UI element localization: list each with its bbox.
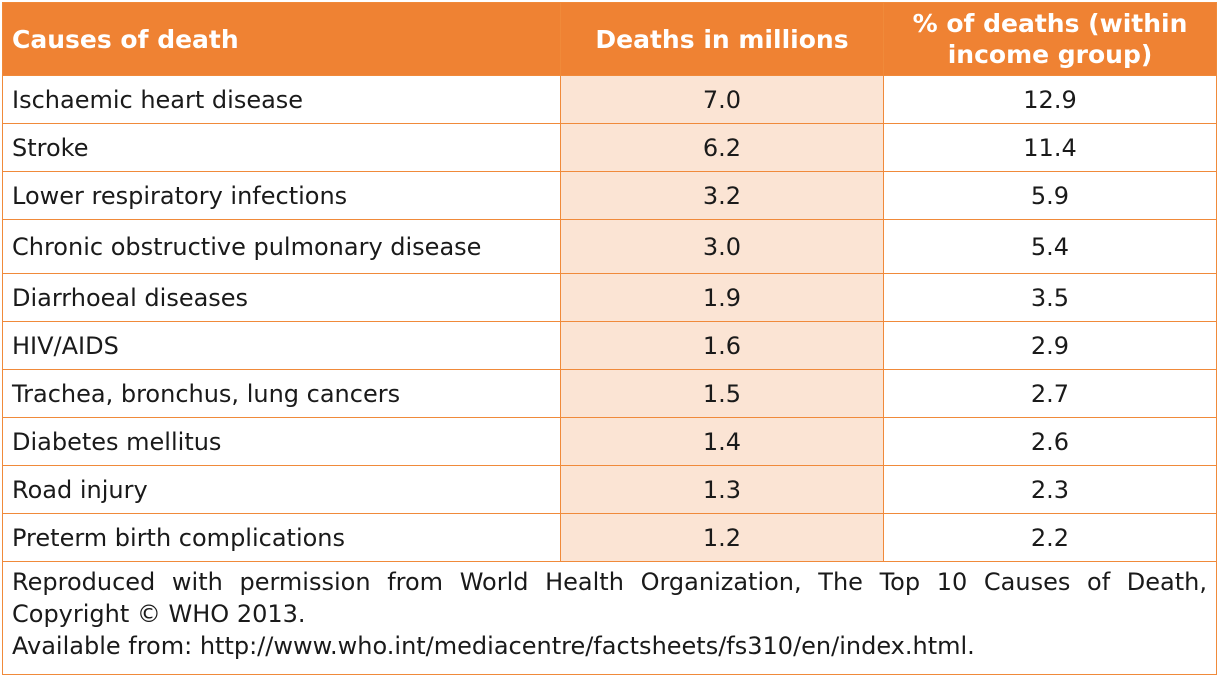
deaths-cell: 1.6 [560, 321, 884, 370]
table-row: Chronic obstructive pulmonary disease 3.0… [2, 219, 1217, 274]
deaths-cell: 6.2 [560, 123, 884, 172]
table-row: Trachea, bronchus, lung cancers 1.5 2.7 [2, 369, 1217, 418]
deaths-cell: 7.0 [560, 75, 884, 124]
table-row: Stroke 6.2 11.4 [2, 123, 1217, 172]
percent-cell: 12.9 [883, 75, 1217, 124]
percent-cell: 5.9 [883, 171, 1217, 220]
source-note-row: Reproduced with permission from World He… [2, 561, 1217, 675]
cause-cell: Chronic obstructive pulmonary disease [2, 219, 561, 274]
header-percent: % of deaths (within income group) [883, 2, 1217, 76]
cause-cell: Ischaemic heart disease [2, 75, 561, 124]
percent-cell: 2.7 [883, 369, 1217, 418]
percent-cell: 2.6 [883, 417, 1217, 466]
header-row: Causes of death Deaths in millions % of … [2, 2, 1217, 76]
table-row: Lower respiratory infections 3.2 5.9 [2, 171, 1217, 220]
cause-cell: Trachea, bronchus, lung cancers [2, 369, 561, 418]
deaths-cell: 1.9 [560, 273, 884, 322]
table-row: Ischaemic heart disease 7.0 12.9 [2, 75, 1217, 124]
cause-cell: Road injury [2, 465, 561, 514]
source-note: Reproduced with permission from World He… [2, 561, 1217, 675]
cause-cell: Diarrhoeal diseases [2, 273, 561, 322]
cause-cell: Lower respiratory infections [2, 171, 561, 220]
deaths-cell: 1.4 [560, 417, 884, 466]
deaths-cell: 1.3 [560, 465, 884, 514]
deaths-cell: 3.0 [560, 219, 884, 274]
percent-cell: 2.3 [883, 465, 1217, 514]
cause-cell: Preterm birth complications [2, 513, 561, 562]
cause-cell: Diabetes mellitus [2, 417, 561, 466]
source-note-url: Available from: http://www.who.int/media… [12, 632, 975, 660]
table-row: Preterm birth complications 1.2 2.2 [2, 513, 1217, 562]
deaths-cell: 1.5 [560, 369, 884, 418]
table-row: Diabetes mellitus 1.4 2.6 [2, 417, 1217, 466]
percent-cell: 3.5 [883, 273, 1217, 322]
percent-cell: 5.4 [883, 219, 1217, 274]
table-row: Diarrhoeal diseases 1.9 3.5 [2, 273, 1217, 322]
table-row: HIV/AIDS 1.6 2.9 [2, 321, 1217, 370]
percent-cell: 2.9 [883, 321, 1217, 370]
percent-cell: 2.2 [883, 513, 1217, 562]
deaths-cell: 3.2 [560, 171, 884, 220]
cause-cell: HIV/AIDS [2, 321, 561, 370]
source-note-citation: Reproduced with permission from World He… [12, 568, 1207, 628]
percent-cell: 11.4 [883, 123, 1217, 172]
cause-cell: Stroke [2, 123, 561, 172]
header-causes: Causes of death [2, 2, 561, 76]
header-deaths: Deaths in millions [560, 2, 884, 76]
table-row: Road injury 1.3 2.3 [2, 465, 1217, 514]
deaths-cell: 1.2 [560, 513, 884, 562]
